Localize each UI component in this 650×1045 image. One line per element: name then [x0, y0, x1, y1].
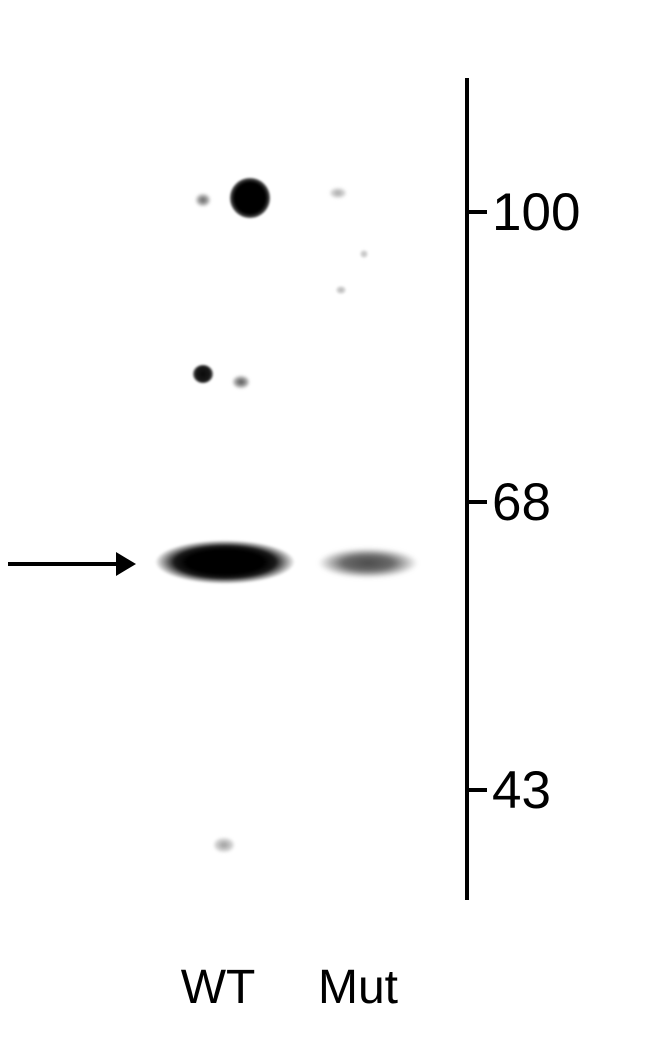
spot-mut-faint-2 — [336, 286, 346, 294]
spot-wt-mid-right — [233, 376, 249, 388]
marker-label-100: 100 — [492, 182, 580, 243]
western-blot-figure: 100 68 43 WT Mut — [0, 0, 650, 1045]
marker-label-68: 68 — [492, 472, 551, 533]
spot-wt-low — [214, 838, 234, 852]
band-mut-main — [318, 548, 418, 578]
spot-wt-100kda — [230, 178, 270, 218]
marker-axis — [465, 78, 469, 900]
marker-tick-68 — [465, 500, 487, 504]
marker-tick-100 — [465, 210, 487, 214]
band-arrow-line — [8, 562, 118, 566]
spot-mut-faint-1 — [360, 250, 368, 258]
lane-label-wt: WT — [168, 960, 268, 1015]
lane-label-mut: Mut — [308, 960, 408, 1015]
band-arrow-head — [116, 552, 136, 576]
marker-tick-43 — [465, 788, 487, 792]
band-wt-main — [155, 540, 295, 584]
spot-wt-mid-left — [193, 365, 213, 383]
spot-mut-100kda — [330, 188, 346, 198]
spot-wt-100kda-secondary — [196, 194, 210, 206]
marker-label-43: 43 — [492, 760, 551, 821]
